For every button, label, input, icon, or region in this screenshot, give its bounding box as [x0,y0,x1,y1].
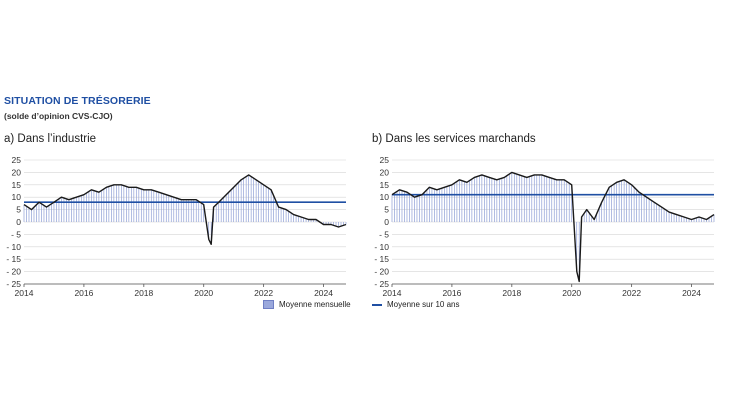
legend-monthly: Moyenne mensuelle [263,300,351,309]
x-tick-label: 2018 [502,288,521,298]
y-tick-label: - 20 [6,267,21,277]
y-tick-label: 5 [384,205,389,215]
y-tick-label: 10 [12,192,22,202]
y-tick-label: 15 [12,180,22,190]
x-tick-label: 2024 [682,288,701,298]
legend-ten-year-label: Moyenne sur 10 ans [387,300,460,309]
y-tick-label: - 15 [6,254,21,264]
series-line [23,174,347,246]
y-tick-label: 15 [380,180,390,190]
legend-ten-year: Moyenne sur 10 ans [372,300,460,309]
y-tick-label: - 20 [374,267,389,277]
page-title: SITUATION DE TRÉSORERIE [4,95,151,107]
average-line-swatch [372,303,382,306]
y-tick-label: - 5 [11,229,21,239]
x-tick-label: 2024 [314,288,333,298]
y-tick-label: 10 [380,192,390,202]
page-subtitle: (solde d’opinion CVS-CJO) [4,111,113,121]
y-tick-label: 25 [380,155,390,165]
series-line [391,171,715,283]
y-tick-label: 0 [16,217,21,227]
monthly-bar-swatch [263,300,274,309]
y-tick-label: 5 [16,205,21,215]
y-tick-label: - 5 [379,229,389,239]
x-tick-label: 2020 [562,288,581,298]
x-tick-label: 2016 [74,288,93,298]
x-tick-label: 2018 [134,288,153,298]
y-tick-label: - 10 [374,242,389,252]
y-tick-label: - 10 [6,242,21,252]
y-tick-label: - 25 [374,279,389,289]
y-tick-label: 20 [380,167,390,177]
x-tick-label: 2020 [194,288,213,298]
legend-monthly-label: Moyenne mensuelle [279,300,351,309]
y-tick-label: 20 [12,167,22,177]
x-tick-label: 2022 [622,288,641,298]
y-tick-label: - 15 [374,254,389,264]
y-tick-label: - 25 [6,279,21,289]
y-tick-label: 0 [384,217,389,227]
x-tick-label: 2014 [383,288,402,298]
x-tick-label: 2016 [442,288,461,298]
panel-a-title: a) Dans l’industrie [4,133,97,145]
y-tick-label: 25 [12,155,22,165]
panel-b-title: b) Dans les services marchands [372,133,536,145]
x-tick-label: 2022 [254,288,273,298]
x-tick-label: 2014 [15,288,34,298]
